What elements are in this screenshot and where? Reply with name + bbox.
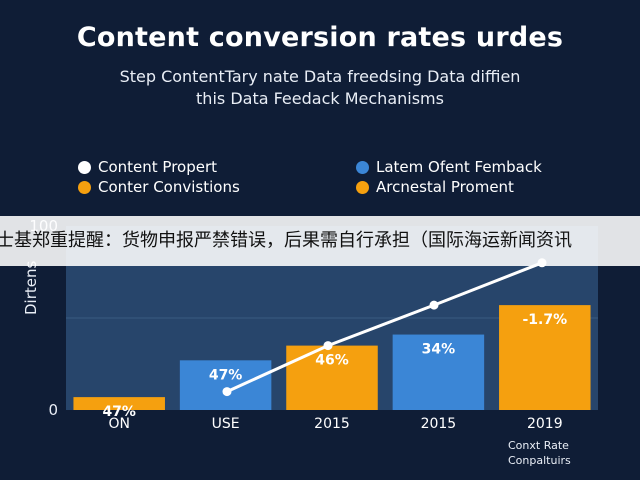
x-tick-label: 2015 [314,416,350,432]
x-tick-label: 2015 [421,416,457,432]
legend-item-content-propert: Content Propert [78,158,217,176]
legend-label: Conter Convistions [98,178,240,196]
x-tick-label: ON [108,416,130,432]
legend-swatch-orange [356,180,369,194]
bar-data-label: 46% [315,353,349,369]
y-axis-label: Dirtens [22,260,40,315]
y-tick-label: 0 [48,401,58,419]
line-point [323,341,333,351]
chart-title: Content conversion rates urdes [76,22,564,53]
bar-data-label: 47% [102,404,136,420]
legend-swatch-white [78,160,91,174]
footnote-line-1: Conxt Rate [508,439,569,452]
line-point [429,300,439,310]
line-series [226,261,543,393]
subtitle-line-2: this Data Feedack Mechanisms [196,89,444,108]
legend-item-latem-ofent-femback: Latem Ofent Femback [356,158,542,176]
chart-subtitle: Step ContentTary nate Data freedsing Dat… [40,66,600,110]
bar [392,334,485,410]
legend-swatch-blue [356,160,369,174]
bar-data-label: 34% [422,342,456,358]
legend-item-conter-convistions: Conter Convistions [78,178,240,196]
bar [499,305,591,410]
bar [179,360,272,410]
legend-label: Latem Ofent Femback [376,158,542,176]
overlay-banner: 士基郑重提醒：货物申报严禁错误，后果需自行承担（国际海运新闻资讯 [0,216,640,266]
legend-label: Arcnestal Proment [376,178,514,196]
bar-data-label: 47% [209,367,243,383]
subtitle-line-1: Step ContentTary nate Data freedsing Dat… [119,67,521,86]
x-tick-label: 2019 [527,416,563,432]
chart-footnote: Conxt Rate Conpaltuirs [508,438,571,468]
line-point [222,387,232,397]
x-tick-label: USE [212,416,240,432]
footnote-line-2: Conpaltuirs [508,454,571,467]
bar-data-label: -1.7% [522,312,567,328]
legend-label: Content Propert [98,158,218,176]
legend-swatch-orange [78,180,91,194]
bar [73,397,165,410]
legend-item-arcnestal-proment: Arcnestal Proment [356,178,514,196]
